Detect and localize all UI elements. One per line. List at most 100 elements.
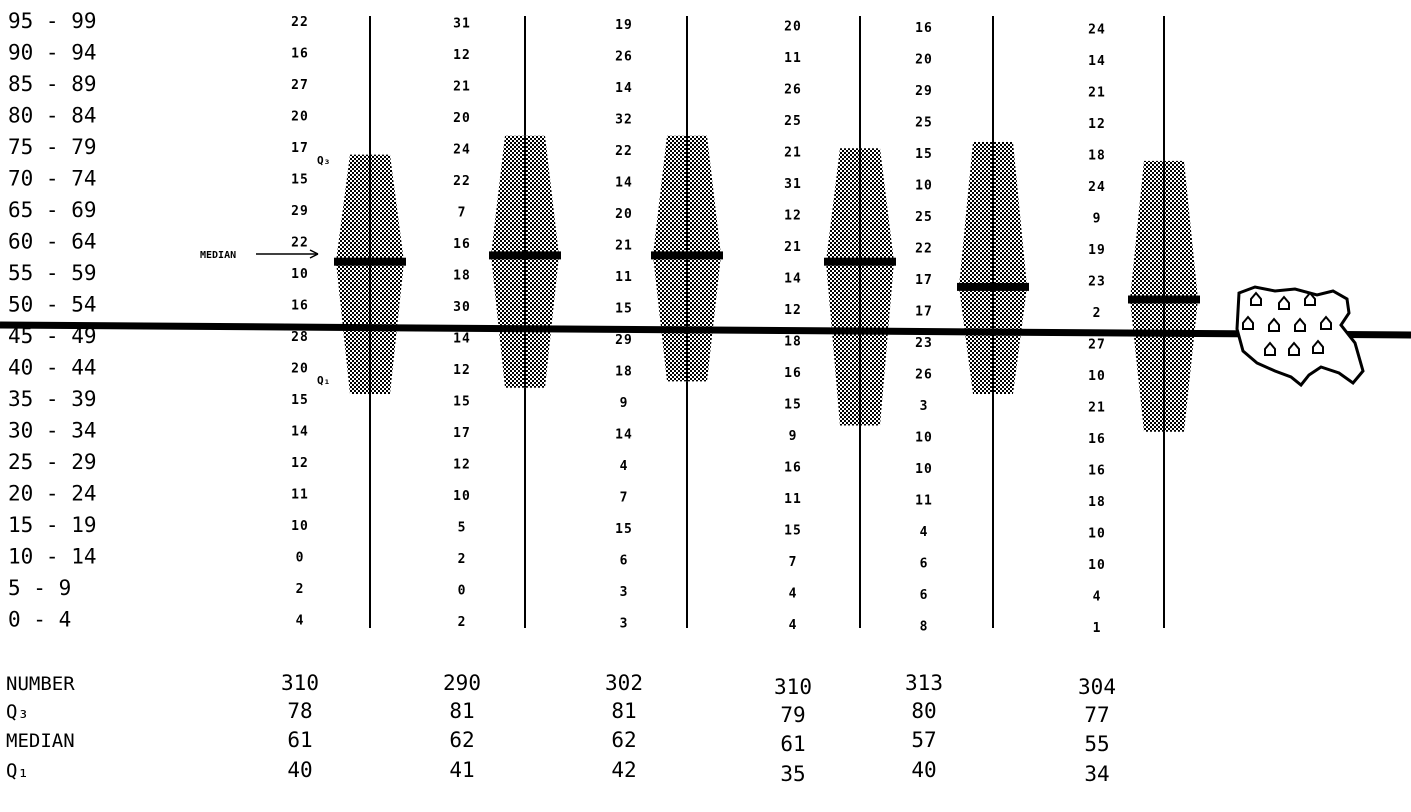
stat-value-q1: 40 [287, 758, 312, 782]
stat-value-q3: 81 [449, 699, 474, 723]
frequency-cell: 3 [620, 585, 629, 600]
frequency-cell: 18 [453, 269, 471, 284]
frequency-cell: 9 [620, 396, 629, 411]
frequency-cell: 22 [915, 242, 933, 257]
frequency-cell: 19 [615, 18, 633, 33]
frequency-cell: 5 [458, 521, 467, 536]
frequency-cell: 21 [784, 146, 802, 161]
frequency-cell: 3 [920, 399, 929, 414]
frequency-cell: 24 [453, 143, 471, 158]
frequency-cell: 10 [915, 179, 933, 194]
median-arrow-icon [256, 249, 319, 259]
frequency-cell: 12 [291, 456, 309, 471]
frequency-cell: 22 [291, 15, 309, 30]
frequency-cell: 0 [458, 584, 467, 599]
class-interval-label: 90 - 94 [8, 41, 97, 65]
class-interval-labels: 95 - 99 90 - 94 85 - 89 80 - 84 75 - 79 70 - … [8, 9, 97, 632]
stat-value-median: 61 [287, 728, 312, 752]
frequency-cell: 25 [915, 210, 933, 225]
frequency-cell: 17 [453, 426, 471, 441]
frequency-cell: 4 [789, 618, 798, 633]
frequency-cell: 15 [615, 302, 633, 317]
frequency-cell: 11 [784, 492, 802, 507]
frequency-cell: 16 [1088, 464, 1106, 479]
frequency-cell: 6 [920, 557, 929, 572]
q3-annotation-label: Q₃ [317, 154, 330, 167]
class-interval-label: 50 - 54 [8, 293, 97, 317]
frequency-cell: 27 [1088, 338, 1106, 353]
median-bar [489, 251, 561, 260]
median-bar [1128, 295, 1200, 304]
summary-statistics: NUMBER Q₃ MEDIAN Q₁ 310 78 61 40 290 81 62 41 302 81 6… [6, 671, 1116, 786]
class-interval-label: 35 - 39 [8, 387, 97, 411]
frequency-cell: 19 [1088, 243, 1106, 258]
frequency-cell: 18 [1088, 149, 1106, 164]
median-bar [334, 257, 406, 266]
frequency-cell: 7 [620, 491, 629, 506]
frequency-cell: 2 [458, 552, 467, 567]
frequency-cell: 9 [1093, 212, 1102, 227]
class-interval-label: 10 - 14 [8, 545, 97, 569]
frequency-cell: 10 [1088, 369, 1106, 384]
frequency-cell: 21 [1088, 401, 1106, 416]
frequency-cell: 14 [1088, 54, 1106, 69]
frequency-cell: 26 [615, 50, 633, 65]
frequency-cell: 12 [784, 209, 802, 224]
reference-line [0, 321, 1411, 339]
frequency-cell: 15 [291, 393, 309, 408]
frequency-cell: 20 [615, 207, 633, 222]
us-map-icon [1235, 285, 1365, 388]
class-interval-label: 60 - 64 [8, 230, 97, 254]
frequency-cell: 9 [789, 429, 798, 444]
stat-value-median: 55 [1084, 732, 1109, 756]
stat-label-q3: Q₃ [6, 701, 29, 723]
frequency-cell: 12 [453, 363, 471, 378]
frequency-cell: 29 [615, 333, 633, 348]
frequency-cell: 16 [784, 461, 802, 476]
frequency-cell: 15 [615, 522, 633, 537]
frequency-cell: 6 [620, 554, 629, 569]
q1-annotation-label: Q₁ [317, 374, 330, 387]
frequency-cell: 27 [291, 78, 309, 93]
stat-value-q1: 42 [611, 758, 636, 782]
frequency-cell: 4 [789, 587, 798, 602]
frequency-cell: 24 [1088, 180, 1106, 195]
median-bar [957, 282, 1029, 291]
class-interval-label: 55 - 59 [8, 261, 97, 285]
frequency-cell: 4 [296, 614, 305, 629]
frequency-cell: 16 [291, 47, 309, 62]
frequency-cell: 4 [920, 525, 929, 540]
frequency-cell: 3 [620, 617, 629, 632]
class-interval-label: 70 - 74 [8, 167, 97, 191]
frequency-cell: 14 [291, 425, 309, 440]
frequency-cell: 12 [1088, 117, 1106, 132]
frequency-cell: 20 [453, 111, 471, 126]
class-interval-label: 75 - 79 [8, 135, 97, 159]
frequency-cell: 12 [453, 458, 471, 473]
frequency-cell: 16 [1088, 432, 1106, 447]
frequency-cell: 15 [291, 173, 309, 188]
frequency-cell: 16 [291, 299, 309, 314]
frequency-cell: 17 [915, 273, 933, 288]
stat-value-number: 313 [905, 671, 943, 695]
frequency-cell: 25 [784, 114, 802, 129]
stat-value-q1: 41 [449, 758, 474, 782]
median-annotation-label: MEDIAN [200, 250, 236, 261]
stat-value-median: 57 [911, 728, 936, 752]
frequency-cell: 29 [915, 84, 933, 99]
frequency-cell: 16 [915, 21, 933, 36]
class-interval-label: 25 - 29 [8, 450, 97, 474]
frequency-cell: 11 [784, 51, 802, 66]
frequency-cell: 11 [615, 270, 633, 285]
median-bar [651, 251, 723, 260]
median-bar [824, 257, 896, 266]
frequency-cell: 20 [291, 110, 309, 125]
frequency-cell: 10 [1088, 558, 1106, 573]
frequency-cell: 2 [1093, 306, 1102, 321]
frequency-cell: 14 [615, 428, 633, 443]
frequency-cell: 15 [784, 524, 802, 539]
stat-value-q3: 81 [611, 699, 636, 723]
frequency-cell: 21 [615, 239, 633, 254]
frequency-cell: 4 [1093, 590, 1102, 605]
